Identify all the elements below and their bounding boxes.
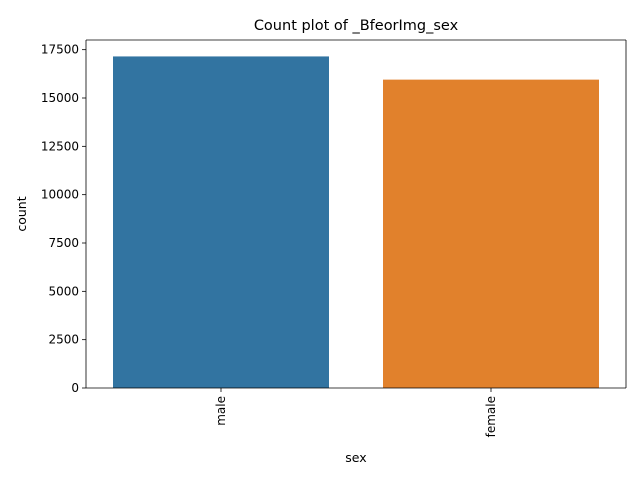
y-axis-ticks: 0 2500 5000 7500 10000 12500 15000 17500 <box>41 43 86 395</box>
y-tick-label: 17500 <box>41 43 79 57</box>
x-tick-label: male <box>214 396 228 426</box>
bar-female <box>383 79 599 388</box>
bar-male <box>113 56 329 388</box>
x-tick-label: female <box>484 396 498 437</box>
x-axis-ticks: male female <box>214 388 498 437</box>
y-tick-label: 5000 <box>48 284 79 298</box>
chart-title: Count plot of _BfeorImg_sex <box>254 18 459 34</box>
y-axis-label: count <box>14 196 29 231</box>
bars-group <box>113 56 599 388</box>
y-tick-label: 15000 <box>41 91 79 105</box>
y-tick-label: 2500 <box>48 333 79 347</box>
y-tick-label: 10000 <box>41 188 79 202</box>
y-tick-label: 12500 <box>41 139 79 153</box>
y-tick-label: 7500 <box>48 236 79 250</box>
x-axis-label: sex <box>345 450 366 465</box>
y-tick-label: 0 <box>71 381 79 395</box>
